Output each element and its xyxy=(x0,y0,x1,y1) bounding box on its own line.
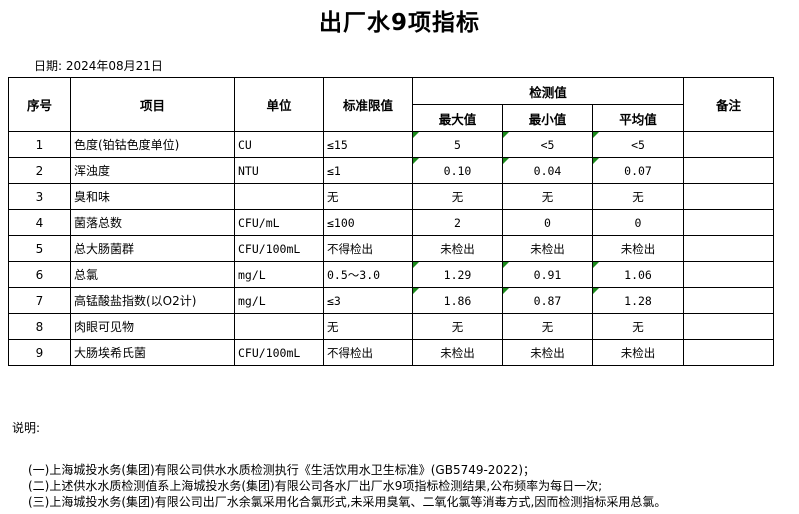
cell-remark xyxy=(683,287,774,314)
cell-min: 0.87 xyxy=(502,287,593,314)
note-item: (三)上海城投水务(集团)有限公司出厂水余氯采用化合氯形式,未采用臭氧、二氧化氯… xyxy=(28,495,667,509)
cell-remark xyxy=(683,209,774,236)
cell-avg: 1.28 xyxy=(592,287,684,314)
cell-item: 色度(铂钴色度单位) xyxy=(70,131,235,158)
header-limit: 标准限值 xyxy=(323,77,413,132)
table-row: 2 浑浊度 NTU ≤1 0.10 0.04 0.07 xyxy=(8,157,774,184)
cell-max: 无 xyxy=(412,313,503,340)
header-item: 项目 xyxy=(70,77,235,132)
cell-limit: 无 xyxy=(323,313,413,340)
cell-limit: 不得检出 xyxy=(323,235,413,262)
cell-no: 4 xyxy=(8,209,71,236)
cell-avg: 1.06 xyxy=(592,261,684,288)
header-min: 最小值 xyxy=(502,104,593,132)
cell-min: 0.04 xyxy=(502,157,593,184)
cell-avg: 无 xyxy=(592,313,684,340)
cell-limit: ≤100 xyxy=(323,209,413,236)
table-row: 8 肉眼可见物无无无无 xyxy=(8,313,774,340)
cell-unit: CU xyxy=(234,131,324,158)
cell-no: 8 xyxy=(8,313,71,340)
table-row: 5 总大肠菌群 CFU/100mL 不得检出 未检出 未检出 未检出 xyxy=(8,235,774,262)
table-row: 1 色度(铂钴色度单位) CU ≤15 5 <5 <5 xyxy=(8,131,774,158)
cell-item: 臭和味 xyxy=(70,183,235,210)
cell-item: 大肠埃希氏菌 xyxy=(70,339,235,366)
cell-max: 未检出 xyxy=(412,339,503,366)
page-title: 出厂水9项指标 xyxy=(318,10,480,36)
cell-unit: mg/L xyxy=(234,261,324,288)
cell-max: 1.86 xyxy=(412,287,503,314)
cell-remark xyxy=(683,183,774,210)
cell-avg: 未检出 xyxy=(592,339,684,366)
cell-item: 总大肠菌群 xyxy=(70,235,235,262)
cell-limit: 不得检出 xyxy=(323,339,413,366)
cell-limit: 无 xyxy=(323,183,413,210)
cell-unit: CFU/100mL xyxy=(234,339,324,366)
cell-max: 5 xyxy=(412,131,503,158)
cell-avg: <5 xyxy=(592,131,684,158)
cell-item: 肉眼可见物 xyxy=(70,313,235,340)
cell-remark xyxy=(683,131,774,158)
cell-min: 0 xyxy=(502,209,593,236)
notes-label: 说明: xyxy=(12,421,41,435)
cell-avg: 0 xyxy=(592,209,684,236)
cell-avg: 无 xyxy=(592,183,684,210)
cell-no: 2 xyxy=(8,157,71,184)
table-row: 4 菌落总数 CFU/mL ≤100 2 0 0 xyxy=(8,209,774,236)
cell-unit: NTU xyxy=(234,157,324,184)
cell-item: 总氯 xyxy=(70,261,235,288)
cell-avg: 未检出 xyxy=(592,235,684,262)
cell-min: <5 xyxy=(502,131,593,158)
cell-limit: ≤1 xyxy=(323,157,413,184)
cell-remark xyxy=(683,261,774,288)
header-max: 最大值 xyxy=(412,104,503,132)
cell-max: 0.10 xyxy=(412,157,503,184)
cell-min: 无 xyxy=(502,183,593,210)
cell-no: 6 xyxy=(8,261,71,288)
cell-limit: 0.5～3.0 xyxy=(323,261,413,288)
cell-unit xyxy=(234,313,324,340)
cell-remark xyxy=(683,313,774,340)
header-avg: 平均值 xyxy=(592,104,684,132)
cell-remark xyxy=(683,235,774,262)
header-remark: 备注 xyxy=(683,77,774,132)
cell-max: 1.29 xyxy=(412,261,503,288)
cell-unit: CFU/mL xyxy=(234,209,324,236)
cell-item: 菌落总数 xyxy=(70,209,235,236)
table-row: 3 臭和味无无无无 xyxy=(8,183,774,210)
cell-limit: ≤3 xyxy=(323,287,413,314)
cell-item: 高锰酸盐指数(以O2计) xyxy=(70,287,235,314)
cell-min: 未检出 xyxy=(502,235,593,262)
header-unit: 单位 xyxy=(234,77,324,132)
cell-unit xyxy=(234,183,324,210)
report-date: 日期: 2024年08月21日 xyxy=(34,59,163,73)
cell-limit: ≤15 xyxy=(323,131,413,158)
cell-max: 未检出 xyxy=(412,235,503,262)
cell-item: 浑浊度 xyxy=(70,157,235,184)
cell-no: 9 xyxy=(8,339,71,366)
cell-remark xyxy=(683,157,774,184)
notes: 说明: (一)上海城投水务(集团)有限公司供水水质检测执行《生活饮用水卫生标准》… xyxy=(12,420,666,510)
cell-no: 3 xyxy=(8,183,71,210)
cell-avg: 0.07 xyxy=(592,157,684,184)
cell-unit: mg/L xyxy=(234,287,324,314)
header-measured: 检测值 xyxy=(412,77,684,105)
cell-remark xyxy=(683,339,774,366)
cell-max: 2 xyxy=(412,209,503,236)
cell-min: 无 xyxy=(502,313,593,340)
cell-min: 未检出 xyxy=(502,339,593,366)
cell-unit: CFU/100mL xyxy=(234,235,324,262)
cell-max: 无 xyxy=(412,183,503,210)
cell-no: 5 xyxy=(8,235,71,262)
note-item: (一)上海城投水务(集团)有限公司供水水质检测执行《生活饮用水卫生标准》(GB5… xyxy=(28,463,536,477)
cell-min: 0.91 xyxy=(502,261,593,288)
header-no: 序号 xyxy=(8,77,71,132)
cell-no: 7 xyxy=(8,287,71,314)
cell-no: 1 xyxy=(8,131,71,158)
table-row: 9 大肠埃希氏菌 CFU/100mL 不得检出 未检出 未检出 未检出 xyxy=(8,339,774,366)
water-quality-table: 序号 项目 单位 标准限值 检测值 备注 最大值 最小值 平均值 1 色度(铂钴色… xyxy=(8,77,774,366)
table-row: 7 高锰酸盐指数(以O2计) mg/L ≤3 1.86 0.87 1.28 xyxy=(8,287,774,314)
table-row: 6 总氯 mg/L 0.5～3.0 1.29 0.91 1.06 xyxy=(8,261,774,288)
note-item: (二)上述供水水质检测值系上海城投水务(集团)有限公司各水厂出厂水9项指标检测结… xyxy=(28,479,603,493)
